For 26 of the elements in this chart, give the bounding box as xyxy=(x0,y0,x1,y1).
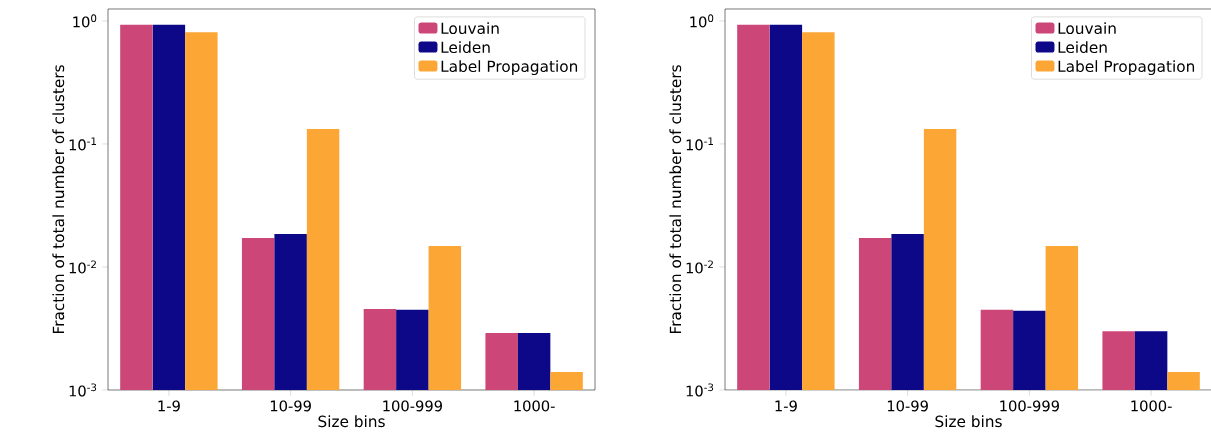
legend-label: Leiden xyxy=(1058,41,1107,54)
x-tick-label: 10-99 xyxy=(887,400,928,412)
x-axis-title: Size bins xyxy=(935,415,1002,428)
legend-label: Leiden xyxy=(441,41,490,54)
y-tick-label: 10$^{-3}$ xyxy=(69,383,97,397)
legend-label: Louvain xyxy=(1058,22,1116,35)
x-tick-label: 1-9 xyxy=(775,400,797,412)
y-tick-label: 10$^{0}$ xyxy=(73,14,97,28)
y-axis-title: Fraction of total number of clusters xyxy=(52,65,65,334)
x-tick-label: 100-999 xyxy=(383,400,442,412)
y-tick-label: 10$^{-1}$ xyxy=(69,137,96,151)
x-tick-label: 1000- xyxy=(1131,400,1172,412)
y-tick-label: 10$^{0}$ xyxy=(690,14,714,28)
y-axis-title: Fraction of total number of clusters xyxy=(669,65,682,334)
legend-label: Label Propagation xyxy=(441,60,578,76)
y-tick-label: 10$^{-3}$ xyxy=(686,383,714,397)
legend-label: Label Propagation xyxy=(1058,60,1195,76)
x-tick-label: 1-9 xyxy=(158,400,180,412)
x-axis-title: Size bins xyxy=(318,415,385,428)
x-tick-label: 10-99 xyxy=(270,400,311,412)
legend-label: Louvain xyxy=(441,22,499,35)
y-tick-label: 10$^{-2}$ xyxy=(69,260,96,274)
y-tick-label: 10$^{-1}$ xyxy=(686,137,713,151)
x-tick-label: 1000- xyxy=(514,400,555,412)
y-tick-label: 10$^{-2}$ xyxy=(686,260,713,274)
x-tick-label: 100-999 xyxy=(1000,400,1059,412)
